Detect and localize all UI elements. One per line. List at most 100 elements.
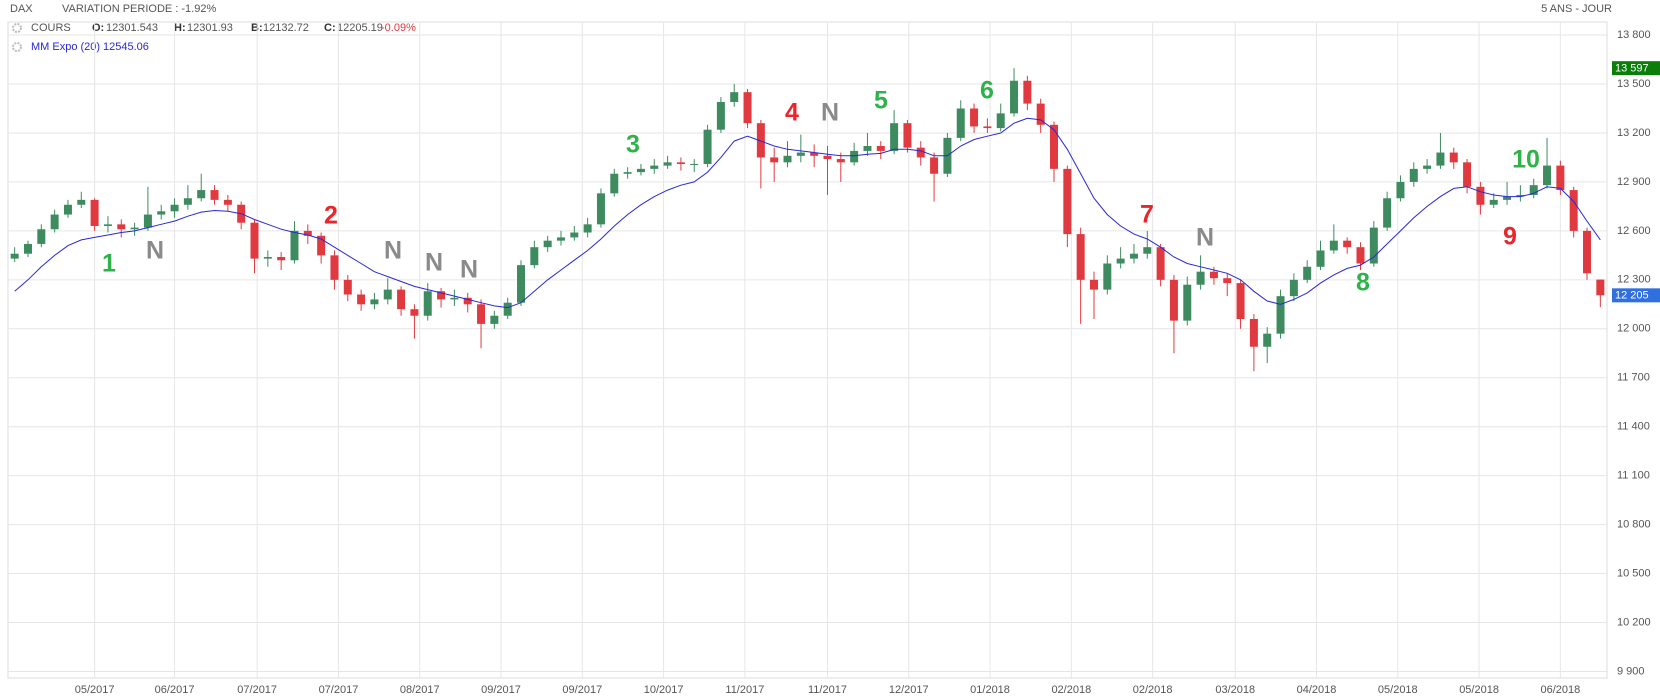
x-tick-label: 05/2018 (1459, 684, 1499, 696)
candle-body (290, 230, 299, 261)
candle-body (850, 150, 859, 163)
candle-body (1396, 181, 1405, 199)
annotation: 1 (102, 250, 116, 278)
price-marker-label: 13 597 (1615, 63, 1649, 75)
candle-body (743, 92, 752, 124)
candle-body (103, 224, 112, 226)
candle-body (303, 230, 312, 236)
y-tick-label: 12 900 (1617, 176, 1651, 188)
candle-body (10, 253, 19, 259)
candle-body (1129, 253, 1138, 259)
candle-body (1249, 318, 1258, 347)
candle-body (1089, 279, 1098, 290)
candle-body (183, 198, 192, 205)
c-value: 12205.19 (337, 22, 383, 34)
candle-body (130, 227, 139, 230)
candle-body (583, 224, 592, 233)
candle-body (1223, 278, 1232, 284)
candle-body (1023, 80, 1032, 104)
candle-body (1449, 152, 1458, 163)
annotation: N (425, 249, 443, 277)
candle-body (1183, 284, 1192, 321)
candle-body (956, 108, 965, 138)
candle-body (783, 155, 792, 163)
candle-body (157, 211, 166, 215)
candle-body (1489, 199, 1498, 205)
candle-body (357, 294, 366, 305)
candle-body (223, 199, 232, 205)
candle-body (23, 243, 32, 254)
annotation: 5 (874, 87, 888, 115)
candle-body (556, 237, 565, 241)
x-tick-label: 07/2017 (237, 684, 277, 696)
moving-average (14, 117, 1601, 309)
candle-body (610, 173, 619, 194)
candle-body (1209, 271, 1218, 279)
candle-body (1063, 168, 1072, 235)
h-label: H: (174, 22, 186, 34)
b-value: 12132.72 (263, 22, 309, 34)
candle-body (1369, 227, 1378, 264)
ma-value: 12545.06 (103, 41, 149, 53)
settings-icon[interactable] (12, 42, 22, 52)
candle-body (37, 229, 46, 244)
change: -0.09% (381, 22, 416, 34)
settings-icon[interactable] (12, 23, 22, 33)
y-tick-label: 11 700 (1617, 372, 1650, 384)
h-value: 12301.93 (187, 22, 233, 34)
candle-body (1156, 247, 1165, 280)
annotation: 10 (1512, 146, 1540, 174)
y-tick-label: 13 200 (1617, 127, 1651, 139)
candle-body (1010, 80, 1019, 114)
candle-body (210, 190, 219, 200)
candle-body (1050, 124, 1059, 169)
x-tick-label: 02/2018 (1133, 684, 1173, 696)
annotation: N (1196, 224, 1214, 252)
series-name: COURS (31, 22, 71, 34)
candle-body (1143, 247, 1152, 254)
o-value: 12301.543 (106, 22, 158, 34)
c-label: C: (324, 22, 336, 34)
x-tick-label: 06/2017 (155, 684, 195, 696)
candle-body (1276, 296, 1285, 334)
candle-body (836, 159, 845, 163)
candle-body (876, 146, 885, 151)
annotation: N (821, 99, 839, 127)
candle-body (277, 256, 286, 261)
candle-body (197, 190, 206, 199)
price-marker-label: 12 205 (1615, 290, 1649, 302)
candle-body (596, 193, 605, 225)
candle-body (170, 204, 179, 212)
candle-body (1169, 279, 1178, 321)
y-tick-label: 11 400 (1617, 421, 1650, 433)
x-tick-label: 08/2017 (400, 684, 440, 696)
candle-body (1036, 103, 1045, 125)
candle-body (397, 289, 406, 310)
ma-name: MM Expo (20) (31, 41, 100, 53)
candle-body (117, 224, 126, 230)
candle-body (1503, 196, 1512, 200)
candle-body (77, 199, 86, 205)
variation: VARIATION PERIODE : -1.92% (62, 3, 216, 15)
annotation: 9 (1503, 223, 1517, 251)
candle-body (1236, 283, 1245, 319)
candle-body (676, 162, 685, 164)
candle-body (1076, 234, 1085, 280)
candle-body (996, 113, 1005, 129)
candle-body (650, 165, 659, 169)
x-tick-label: 07/2017 (319, 684, 359, 696)
candle-body (1423, 165, 1432, 169)
candle-body (543, 240, 552, 248)
candle-body (490, 315, 499, 324)
candle-body (770, 157, 779, 163)
x-tick-label: 02/2018 (1051, 684, 1091, 696)
candle-body (330, 255, 339, 280)
x-tick-label: 09/2017 (481, 684, 521, 696)
period[interactable]: 5 ANS - JOUR (1541, 3, 1612, 15)
candle-body (143, 214, 152, 228)
x-tick-label: 06/2018 (1540, 684, 1580, 696)
candle-body (916, 147, 925, 158)
annotation: 3 (626, 131, 640, 159)
y-tick-label: 10 800 (1617, 519, 1651, 531)
